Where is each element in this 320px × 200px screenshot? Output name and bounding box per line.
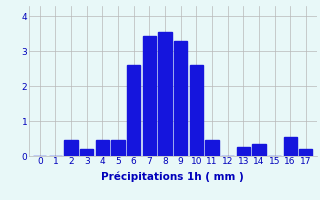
Bar bbox=[96, 140, 109, 156]
Bar bbox=[64, 140, 78, 156]
Bar bbox=[127, 65, 140, 156]
Bar bbox=[174, 41, 187, 156]
Bar bbox=[252, 144, 266, 156]
Bar bbox=[111, 140, 125, 156]
Bar bbox=[190, 65, 203, 156]
Bar bbox=[158, 32, 172, 156]
Bar bbox=[299, 149, 313, 156]
X-axis label: Précipitations 1h ( mm ): Précipitations 1h ( mm ) bbox=[101, 172, 244, 182]
Bar bbox=[143, 36, 156, 156]
Bar bbox=[80, 149, 93, 156]
Bar bbox=[284, 137, 297, 156]
Bar bbox=[236, 147, 250, 156]
Bar bbox=[205, 140, 219, 156]
